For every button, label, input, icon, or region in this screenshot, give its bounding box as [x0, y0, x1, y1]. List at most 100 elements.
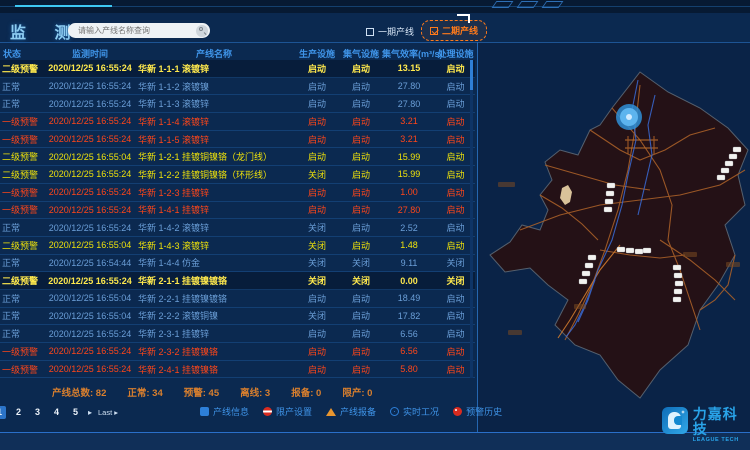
district-label-patches [498, 182, 740, 335]
production-facility-cell: 关闭 [307, 311, 326, 322]
table-row[interactable]: 二级预警 2020/12/25 16:55:24 华新 2-1-1 挂镀镍镀铬 … [0, 272, 475, 290]
logo-subtitle: LEAGUE TECH [692, 437, 739, 443]
page-button-4[interactable]: 4 [53, 407, 59, 417]
line-report-button[interactable]: 产线报备 [326, 405, 376, 418]
line-name-cell: 华新 2-4-1 挂镀镍铬 [138, 364, 219, 375]
treatment-facility-cell: 启动 [446, 364, 465, 375]
status-cell: 一级预警 [2, 187, 39, 198]
table-row[interactable]: 一级预警 2020/12/25 16:55:24 华新 2-3-2 挂镀镍铬 启… [0, 343, 475, 361]
table-row[interactable]: 正常 2020/12/25 16:55:24 华新 1-1-3 滚镀锌 启动 启… [0, 95, 475, 114]
treatment-facility-cell: 关闭 [446, 276, 465, 287]
production-facility-cell: 关闭 [307, 240, 326, 251]
status-cell: 二级预警 [2, 152, 39, 163]
status-cell: 二级预警 [2, 169, 39, 180]
table-row[interactable]: 一级预警 2020/12/25 16:55:24 华新 2-4-1 挂镀镍铬 启… [0, 361, 475, 379]
treatment-facility-cell: 启动 [446, 311, 465, 322]
logo-notch-shape [674, 416, 682, 425]
alarm-history-button[interactable]: 预警历史 [453, 405, 502, 418]
gas-efficiency-cell: 27.80 [397, 204, 421, 215]
table-row[interactable]: 正常 2020/12/25 16:55:24 华新 1-4-2 滚镀锌 关闭 启… [0, 219, 475, 237]
table-row[interactable]: 正常 2020/12/25 16:55:24 华新 1-1-2 滚镀镍 启动 启… [0, 78, 475, 96]
time-cell: 2020/12/25 16:55:24 [48, 364, 132, 375]
treatment-facility-cell: 启动 [446, 346, 465, 357]
table-row[interactable]: 二级预警 2020/12/25 16:55:04 华新 1-2-1 挂镀铜镍铬（… [0, 148, 475, 167]
line-name-cell: 华新 1-2-3 挂镀锌 [138, 187, 210, 198]
treatment-facility-cell: 启动 [446, 81, 465, 92]
treatment-facility-cell: 启动 [446, 293, 465, 304]
treatment-facility-cell: 启动 [446, 205, 465, 216]
line-name-cell: 华新 1-1-2 滚镀镍 [138, 81, 210, 92]
limit-setting-label: 限产设置 [276, 407, 313, 417]
table-row[interactable]: 一级预警 2020/12/25 16:55:24 华新 1-2-3 挂镀锌 启动… [0, 184, 475, 202]
page-button-3[interactable]: 3 [34, 407, 40, 417]
gas-efficiency-cell: 13.15 [397, 63, 421, 74]
line-name-cell: 华新 1-1-1 滚镀锌 [138, 63, 210, 74]
production-facility-cell: 启动 [307, 346, 326, 357]
gas-efficiency-cell: 9.11 [400, 257, 418, 268]
table-row[interactable]: 二级预警 2020/12/25 16:55:24 华新 1-2-2 挂镀铜镍铬（… [0, 166, 475, 184]
table-row[interactable]: 二级预警 2020/12/25 16:55:04 华新 1-4-3 滚镀锌 关闭… [0, 237, 475, 255]
table-row[interactable]: 正常 2020/12/25 16:55:04 华新 2-2-1 挂镀镍镀铬 启动… [0, 290, 475, 308]
gas-facility-cell: 关闭 [351, 276, 370, 287]
production-facility-cell: 启动 [307, 152, 326, 163]
top-accent-line [15, 5, 112, 7]
search-lens [198, 27, 203, 31]
production-facility-cell: 关闭 [307, 223, 326, 234]
realtime-condition-label: 实时工况 [403, 407, 440, 417]
factory-site-markers[interactable] [578, 146, 742, 303]
summary-bar: 产线总数: 82 正常: 34 预警: 45 离线: 3 报备: 0 限产: 0 [52, 385, 472, 399]
table-scrollbar-track[interactable] [470, 60, 473, 378]
summary-offline: 离线: 3 [240, 388, 271, 399]
realtime-condition-button[interactable]: 实时工况 [390, 405, 439, 418]
table-row[interactable]: 正常 2020/12/25 16:55:24 华新 2-3-1 挂镀锌 启动 启… [0, 325, 475, 343]
alert-location-marker[interactable] [616, 104, 642, 130]
next-page-icon[interactable]: ▸ [88, 408, 93, 417]
production-facility-cell: 启动 [307, 364, 326, 375]
time-cell: 2020/12/25 16:55:24 [48, 204, 132, 215]
table-row[interactable]: 一级预警 2020/12/25 16:55:24 华新 1-1-5 滚镀锌 启动… [0, 131, 475, 149]
status-cell: 一级预警 [2, 116, 39, 127]
phase2-line-button[interactable]: 二期产线 [421, 20, 488, 41]
page-button-5[interactable]: 5 [72, 407, 78, 417]
summary-limited: 限产: 0 [342, 388, 373, 399]
line-name-cell: 华新 1-4-3 滚镀锌 [138, 240, 210, 251]
search-input[interactable] [76, 25, 196, 36]
line-name-cell: 华新 1-4-2 滚镀锌 [138, 223, 210, 234]
treatment-facility-cell: 启动 [446, 187, 465, 198]
gas-facility-cell: 启动 [351, 293, 370, 304]
gas-efficiency-cell: 18.49 [397, 293, 421, 304]
table-row[interactable]: 一级预警 2020/12/25 16:55:24 华新 1-4-1 挂镀锌 启动… [0, 202, 475, 220]
gas-efficiency-cell: 6.56 [400, 346, 418, 357]
line-name-cell: 华新 2-2-1 挂镀镍镀铬 [138, 293, 228, 304]
treatment-facility-cell: 启动 [446, 152, 465, 163]
line-info-button[interactable]: 产线信息 [200, 405, 249, 418]
table-row[interactable]: 正常 2020/12/25 16:54:44 华新 1-4-4 仿金 关闭 关闭… [0, 255, 475, 273]
production-facility-cell: 启动 [307, 116, 326, 127]
table-row[interactable]: 一级预警 2020/12/25 16:55:24 华新 1-1-4 滚镀锌 启动… [0, 113, 475, 131]
status-cell: 一级预警 [2, 205, 39, 216]
realtime-condition-icon [390, 407, 400, 416]
table-scrollbar-thumb[interactable] [470, 60, 473, 90]
limit-setting-button[interactable]: 限产设置 [263, 405, 312, 418]
page-button-2[interactable]: 2 [15, 407, 21, 417]
time-cell: 2020/12/25 16:55:24 [48, 275, 132, 286]
phase1-line-checkbox[interactable]: 一期产线 [366, 25, 414, 38]
table-row[interactable]: 二级预警 2020/12/25 16:55:24 华新 1-1-1 滚镀锌 启动… [0, 60, 475, 78]
search-icon[interactable] [196, 24, 208, 37]
gas-efficiency-cell: 27.80 [397, 98, 421, 109]
line-name-cell: 华新 1-2-1 挂镀铜镍铬（龙门线） [138, 152, 273, 163]
summary-reported: 报备: 0 [291, 388, 322, 399]
page-button-1[interactable]: 1 [0, 406, 6, 419]
col-treatment-facility: 处理设施 [437, 48, 474, 59]
last-page-button[interactable]: Last ▸ [98, 408, 119, 417]
city-map[interactable] [478, 12, 750, 432]
time-cell: 2020/12/25 16:55:04 [48, 151, 132, 162]
gas-facility-cell: 启动 [351, 152, 370, 163]
gas-efficiency-cell: 1.48 [400, 240, 418, 251]
table-row[interactable]: 正常 2020/12/25 16:55:04 华新 2-2-2 滚镀铜镍 关闭 … [0, 308, 475, 326]
status-cell: 正常 [2, 81, 21, 92]
top-decor-bar [0, 0, 750, 13]
alarm-history-label: 预警历史 [466, 407, 503, 417]
line-name-cell: 华新 2-3-2 挂镀镍铬 [138, 346, 219, 357]
